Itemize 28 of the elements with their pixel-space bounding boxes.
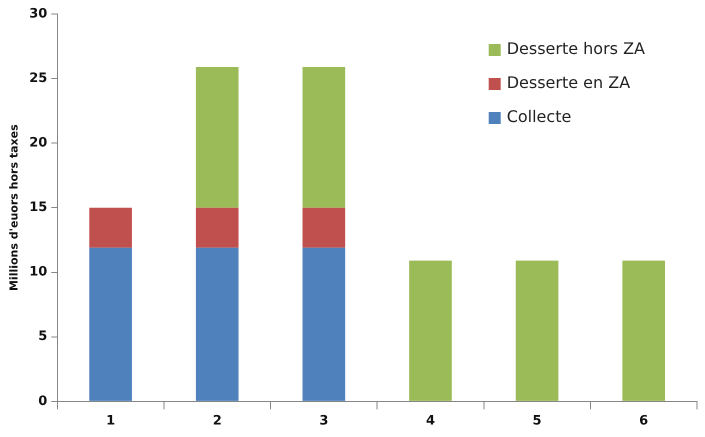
y-axis-title: Millions d'euors hors taxes (7, 124, 20, 292)
legend-label: Collecte (506, 107, 572, 126)
y-tick-label: 15 (29, 200, 48, 216)
legend-label: Desserte hors ZA (506, 39, 646, 58)
y-tick-label: 10 (29, 264, 48, 280)
bar (302, 208, 346, 248)
bar (196, 208, 239, 248)
bar (622, 260, 666, 401)
bar (89, 248, 132, 401)
y-tick-label: 0 (38, 394, 48, 409)
x-tick-label: 5 (532, 414, 542, 429)
y-tick-label: 25 (29, 70, 48, 86)
bar (196, 66, 239, 208)
bar (89, 208, 132, 248)
x-tick-label: 4 (426, 414, 435, 429)
bar (409, 260, 452, 401)
y-tick-label: 30 (29, 6, 48, 22)
x-tick-label: 3 (319, 414, 328, 429)
y-tick-label: 5 (38, 329, 48, 344)
x-tick-label: 6 (639, 414, 648, 429)
bar (196, 248, 239, 401)
y-tick-label: 20 (29, 136, 48, 151)
bar (516, 260, 558, 401)
x-tick-label: 1 (106, 414, 116, 429)
x-tick-label: 2 (212, 414, 222, 429)
bar (302, 248, 346, 401)
bar (302, 66, 346, 208)
legend-label: Desserte en ZA (506, 73, 630, 92)
